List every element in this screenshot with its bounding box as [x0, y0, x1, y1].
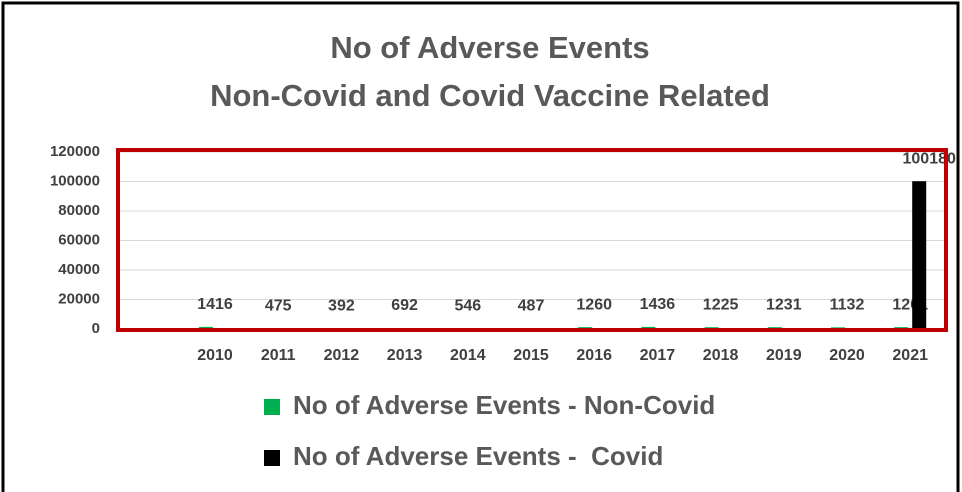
- data-label: 1132: [830, 297, 865, 314]
- x-tick-label: 2017: [640, 347, 676, 364]
- x-tick-label: 2018: [703, 347, 739, 364]
- x-tick-label: 2013: [387, 347, 423, 364]
- x-tick-label: 2016: [576, 347, 612, 364]
- legend-label: No of Adverse Events - Covid: [293, 441, 663, 471]
- y-tick-label: 0: [92, 320, 100, 337]
- x-tick-label: 2014: [450, 347, 486, 364]
- bar: [641, 326, 656, 329]
- y-tick-label: 40000: [58, 261, 100, 278]
- data-label: 1231: [766, 296, 802, 313]
- y-tick-label: 60000: [58, 231, 100, 248]
- x-tick-label: 2011: [261, 347, 296, 364]
- data-label: 1260: [576, 296, 612, 313]
- x-tick-label: 2012: [324, 347, 360, 364]
- data-label: 1436: [640, 296, 676, 313]
- data-label: 487: [518, 298, 545, 315]
- legend-swatch: [264, 399, 280, 415]
- x-tick-label: 2020: [829, 347, 865, 364]
- bar: [199, 326, 213, 329]
- data-label: 546: [454, 297, 481, 314]
- legend-swatch: [264, 450, 280, 466]
- y-tick-label: 20000: [58, 290, 100, 307]
- y-tick-label: 100000: [50, 172, 100, 189]
- chart-subtitle: Non-Covid and Covid Vaccine Related: [210, 78, 770, 113]
- x-tick-label: 2019: [766, 347, 802, 364]
- data-label: 1416: [197, 296, 233, 313]
- data-label: 1225: [703, 296, 739, 313]
- bar: [912, 181, 927, 329]
- data-label: 475: [265, 298, 292, 315]
- data-label: 692: [391, 297, 418, 314]
- data-label: 100180: [903, 150, 956, 167]
- x-tick-label: 2010: [197, 347, 233, 364]
- x-tick-label: 2021: [892, 347, 928, 364]
- plot-border: [116, 148, 948, 332]
- y-tick-label: 120000: [50, 143, 100, 160]
- chart-title: No of Adverse Events: [330, 30, 649, 65]
- y-tick-label: 80000: [58, 202, 100, 219]
- x-tick-label: 2015: [513, 347, 549, 364]
- data-label: 392: [328, 298, 355, 315]
- legend-label: No of Adverse Events - Non-Covid: [293, 390, 715, 420]
